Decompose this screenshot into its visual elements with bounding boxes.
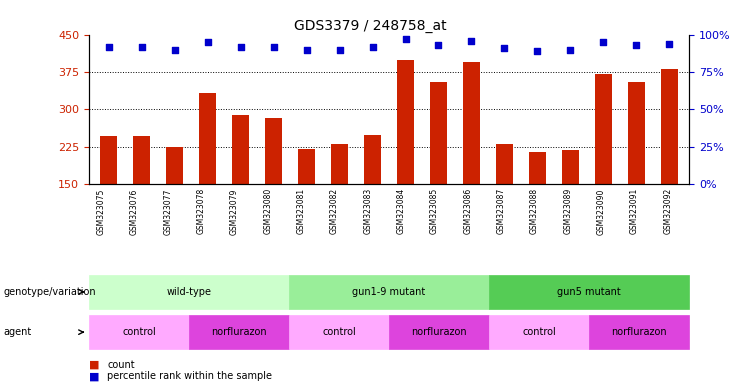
Point [235, 43, 247, 50]
Bar [233, 116, 249, 184]
Point [268, 43, 279, 50]
Point [663, 40, 675, 46]
Point [499, 45, 511, 51]
Text: count: count [107, 360, 135, 370]
Text: GSM323086: GSM323086 [463, 188, 473, 234]
Bar [101, 136, 117, 184]
Text: GSM323088: GSM323088 [530, 188, 539, 234]
Point [597, 39, 609, 45]
Text: GSM323082: GSM323082 [330, 188, 339, 234]
Text: control: control [122, 327, 156, 337]
Text: GSM323077: GSM323077 [163, 188, 172, 235]
Text: norflurazon: norflurazon [211, 327, 267, 337]
Text: GSM323078: GSM323078 [196, 188, 206, 234]
Point [103, 43, 115, 50]
Text: gun1-9 mutant: gun1-9 mutant [353, 287, 425, 297]
Bar [562, 151, 579, 184]
Text: gun5 mutant: gun5 mutant [557, 287, 621, 297]
Bar [661, 68, 677, 184]
Text: GSM323075: GSM323075 [96, 188, 105, 235]
Text: GDS3379 / 248758_at: GDS3379 / 248758_at [294, 19, 447, 33]
Text: GSM323090: GSM323090 [597, 188, 606, 235]
Bar [133, 136, 150, 184]
Point [399, 36, 411, 42]
Bar [299, 149, 315, 184]
Point [136, 43, 147, 50]
Point [333, 46, 345, 53]
Bar [595, 74, 611, 184]
Bar [167, 147, 183, 184]
Text: GSM323084: GSM323084 [396, 188, 406, 234]
Text: GSM323089: GSM323089 [563, 188, 572, 234]
Text: GSM323079: GSM323079 [230, 188, 239, 235]
Bar [365, 136, 381, 184]
Text: norflurazon: norflurazon [411, 327, 467, 337]
Text: norflurazon: norflurazon [611, 327, 667, 337]
Point [465, 38, 477, 44]
Bar [463, 62, 479, 184]
Point [531, 48, 543, 54]
Text: percentile rank within the sample: percentile rank within the sample [107, 371, 273, 381]
Point [301, 46, 313, 53]
Text: agent: agent [4, 327, 32, 337]
Point [433, 42, 445, 48]
Point [565, 46, 576, 53]
Text: control: control [522, 327, 556, 337]
Point [202, 39, 213, 45]
Bar [199, 93, 216, 184]
Point [631, 42, 642, 48]
Text: GSM323080: GSM323080 [263, 188, 273, 234]
Text: GSM323081: GSM323081 [296, 188, 306, 234]
Bar [529, 152, 545, 184]
Text: ■: ■ [89, 371, 99, 381]
Text: GSM323091: GSM323091 [630, 188, 639, 234]
Bar [331, 144, 348, 184]
Text: GSM323092: GSM323092 [663, 188, 673, 234]
Text: GSM323087: GSM323087 [496, 188, 506, 234]
Text: GSM323076: GSM323076 [130, 188, 139, 235]
Bar [628, 82, 645, 184]
Text: ■: ■ [89, 360, 99, 370]
Point [169, 46, 181, 53]
Bar [496, 144, 513, 184]
Text: control: control [322, 327, 356, 337]
Text: genotype/variation: genotype/variation [4, 287, 96, 297]
Text: GSM323083: GSM323083 [363, 188, 373, 234]
Text: GSM323085: GSM323085 [430, 188, 439, 234]
Bar [397, 60, 413, 184]
Text: wild-type: wild-type [167, 287, 211, 297]
Bar [265, 118, 282, 184]
Point [367, 43, 379, 50]
Bar [431, 82, 447, 184]
